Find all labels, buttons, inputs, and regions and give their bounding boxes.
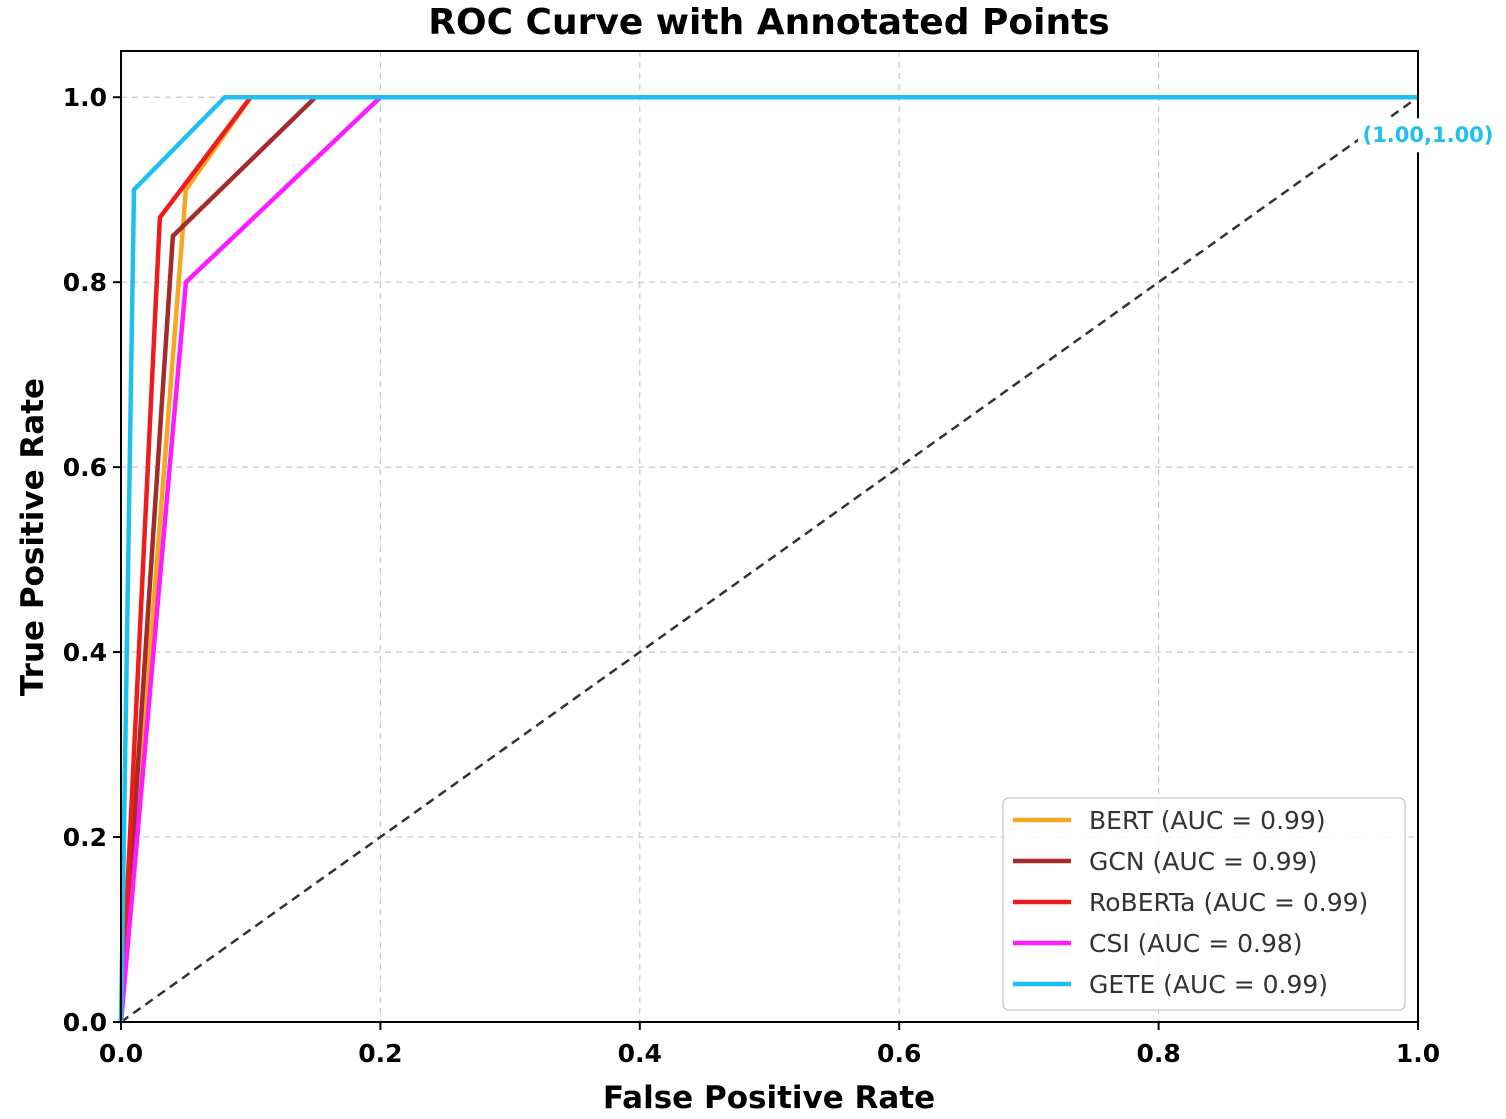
- series-line-gete: [118, 94, 1418, 1023]
- x-tick-label: 0.0: [99, 1039, 143, 1068]
- x-tick-label: 0.4: [618, 1039, 662, 1068]
- diagonal-reference-line: [120, 96, 1419, 1024]
- y-tick-label: 0.8: [63, 268, 107, 297]
- legend-label-gcn: GCN (AUC = 0.99): [1089, 847, 1317, 876]
- legend-label-gete: GETE (AUC = 0.99): [1089, 970, 1328, 999]
- tick-layer: 0.0 0.2 0.4 0.6 0.8 1.0 0.0 0.2 0.4 0.6 0.8 1.0: [63, 83, 1440, 1068]
- y-tick-label: 0.4: [63, 638, 107, 667]
- annotation-box: [1358, 118, 1498, 153]
- y-tick-label: 0.0: [63, 1008, 107, 1037]
- plot-frame: [120, 50, 1419, 1023]
- plot-layer: [118, 94, 1419, 1024]
- x-tick-label: 0.8: [1136, 1039, 1180, 1068]
- y-tick-label: 1.0: [63, 83, 107, 112]
- y-axis-label: True Positive Rate: [15, 378, 51, 696]
- x-axis-label: False Positive Rate: [603, 1080, 935, 1114]
- y-tick-label: 0.6: [63, 453, 107, 482]
- legend-label-csi: CSI (AUC = 0.98): [1089, 929, 1303, 958]
- x-tick-label: 0.6: [877, 1039, 921, 1068]
- y-tick-label: 0.2: [63, 823, 107, 852]
- annotation-label: (1.00,1.00): [1363, 123, 1494, 147]
- x-tick-label: 1.0: [1396, 1039, 1440, 1068]
- x-tick-label: 0.2: [358, 1039, 402, 1068]
- legend-label-bert: BERT (AUC = 0.99): [1089, 806, 1326, 835]
- legend-box: [1002, 797, 1406, 1011]
- legend: BERT (AUC = 0.99) GCN (AUC = 0.99) RoBERTa…: [1002, 797, 1406, 1011]
- chart-title: ROC Curve with Annotated Points: [428, 2, 1109, 43]
- annotation-layer: (1.00,1.00): [1358, 118, 1498, 153]
- legend-label-roberta: RoBERTa (AUC = 0.99): [1089, 888, 1368, 917]
